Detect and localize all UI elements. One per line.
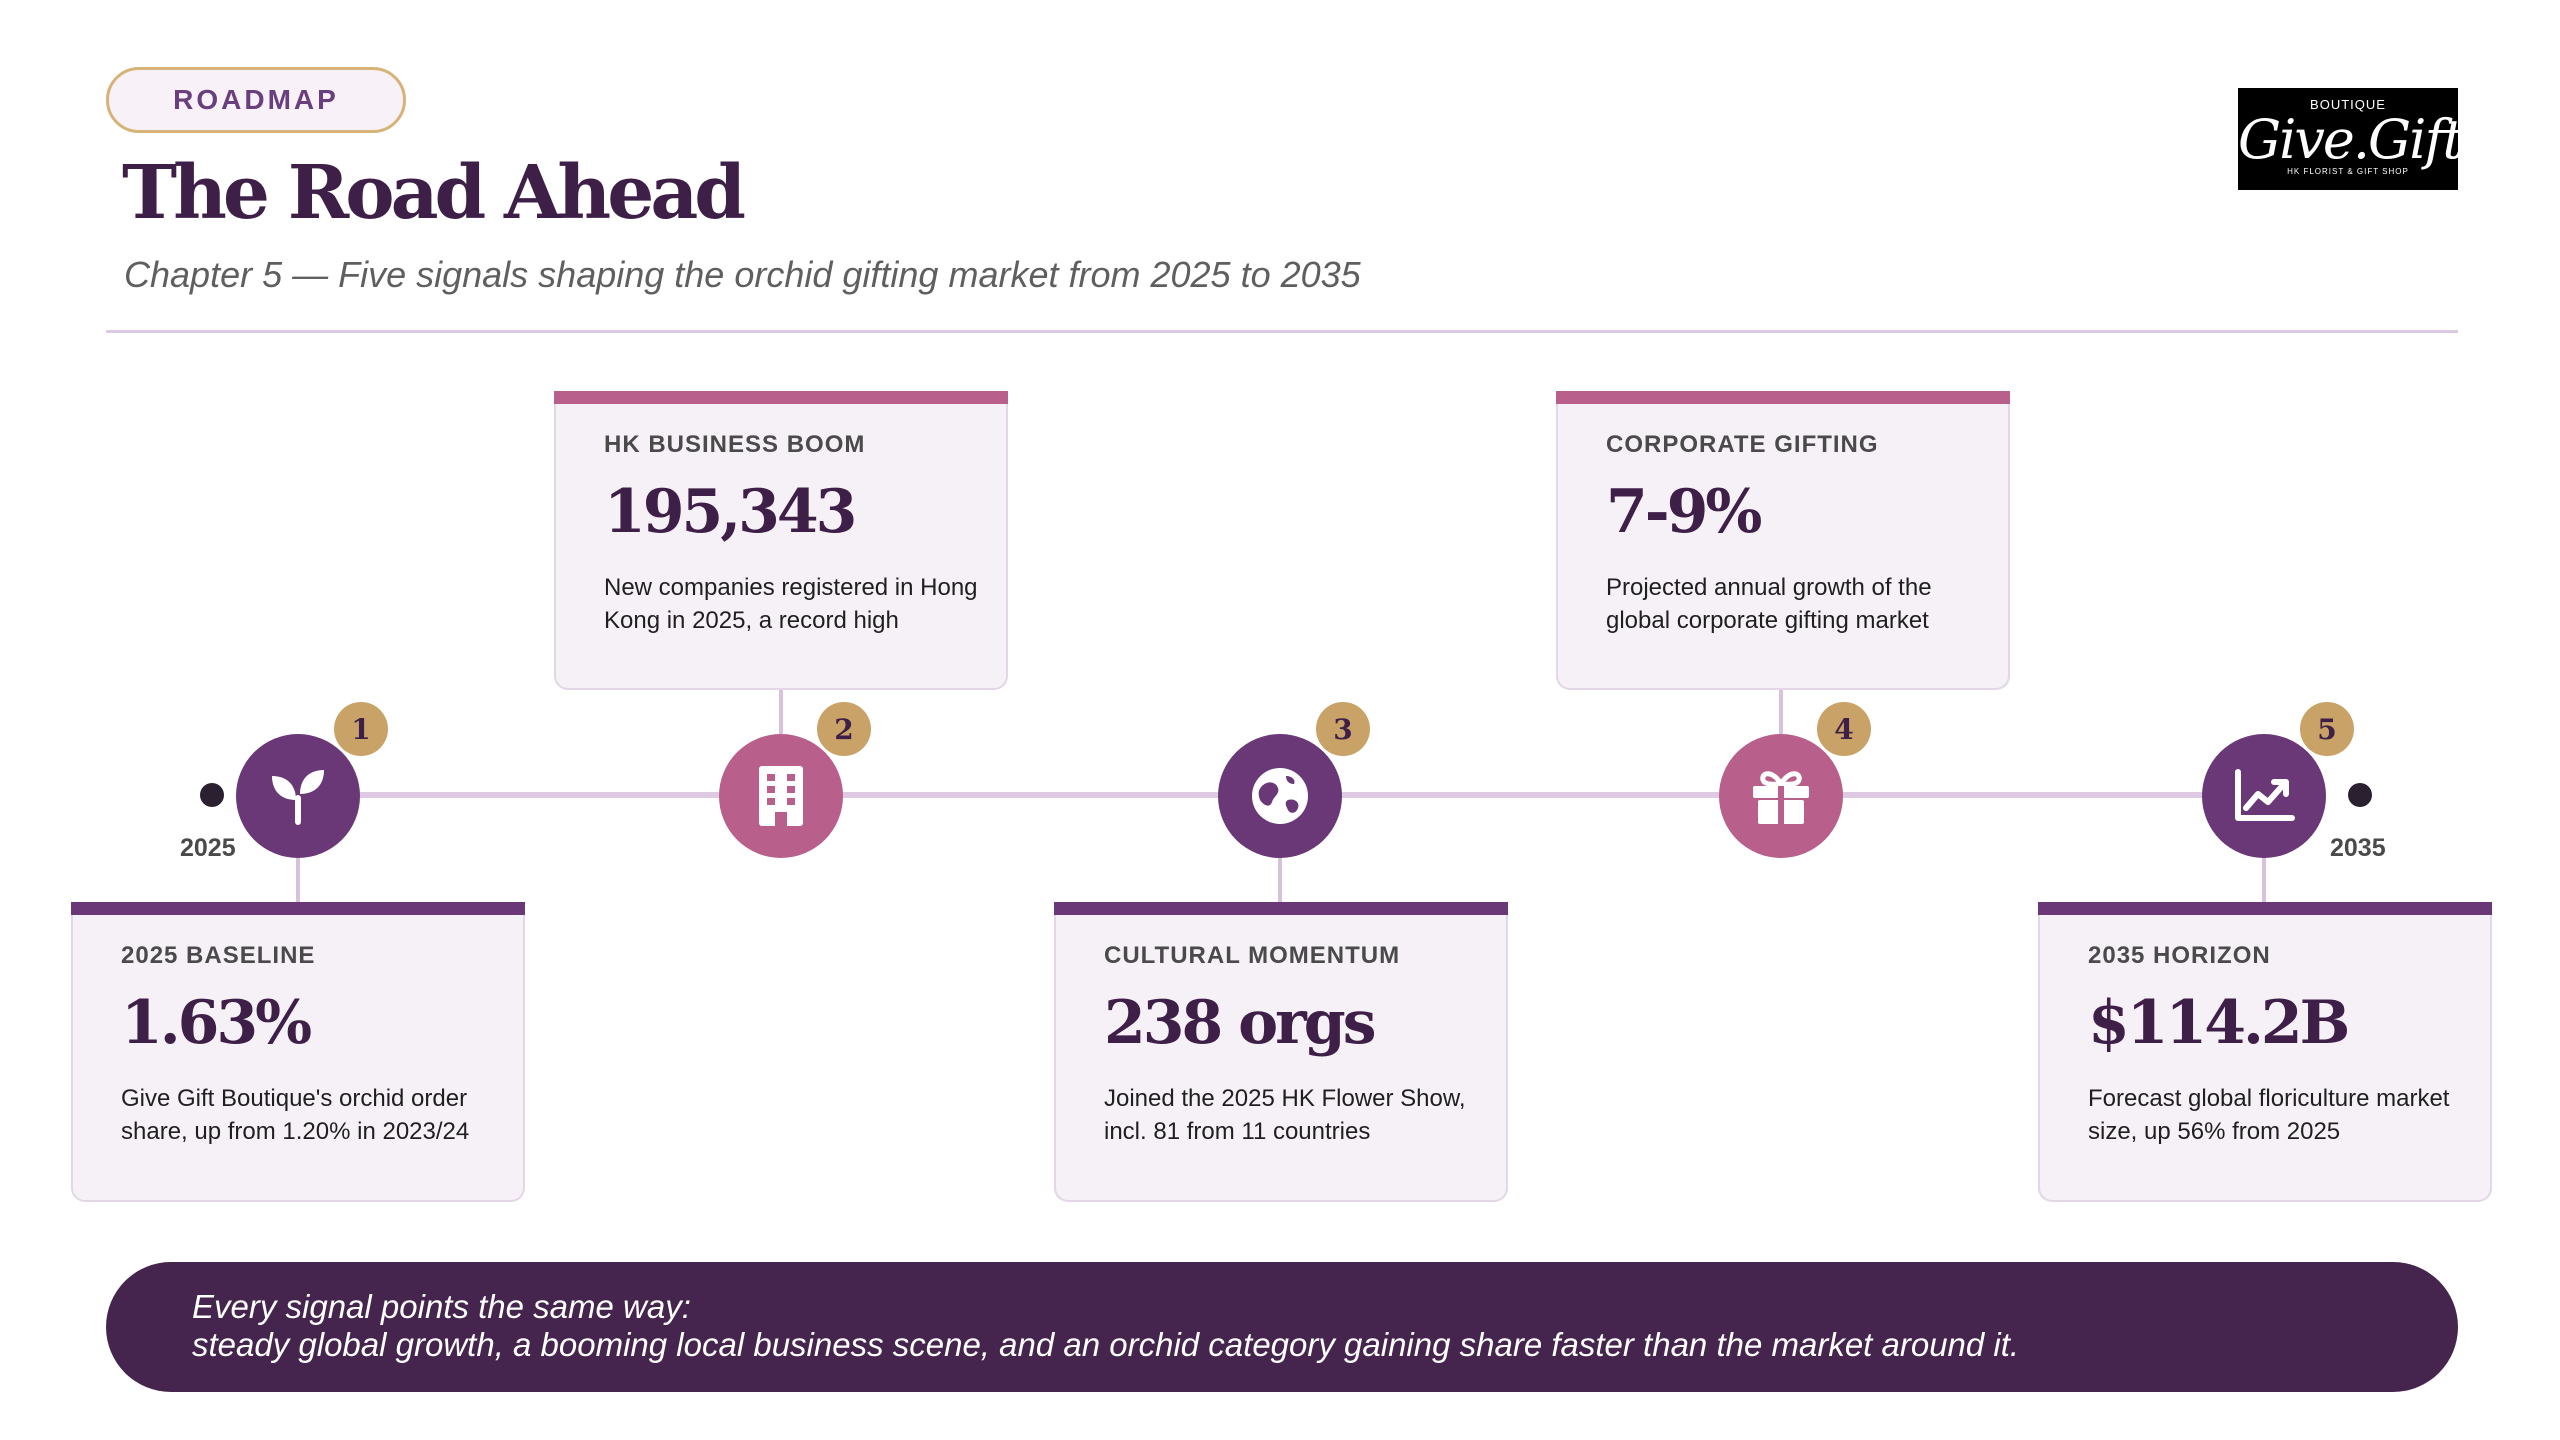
card-heading: HK BUSINESS BOOM [604,431,866,458]
milestone-node-1 [236,734,360,858]
card-description: New companies registered in Hong Kong in… [604,574,978,634]
card-heading: 2035 HORIZON [2088,942,2271,969]
milestone-badge-4: 4 [1817,702,1871,756]
milestone-card-3: CULTURAL MOMENTUM 238 orgs Joined the 20… [1054,902,1508,1202]
page-title: The Road Ahead [122,150,746,236]
connector-2 [779,690,783,734]
milestone-badge-1: 1 [334,702,388,756]
milestone-badge-5: 5 [2300,702,2354,756]
card-accent-bar [71,902,525,915]
timeline-start-year: 2025 [180,834,236,862]
milestone-card-5: 2035 HORIZON $114.2B Forecast global flo… [2038,902,2492,1202]
building-icon [759,766,803,826]
summary-banner: Every signal points the same way: steady… [106,1262,2458,1392]
card-description: Give Gift Boutique's orchid order share,… [121,1085,470,1145]
logo-tagline: HK FLORIST & GIFT SHOP [2287,167,2409,176]
card-heading: 2025 BASELINE [121,942,316,969]
milestone-card-1: 2025 BASELINE 1.63% Give Gift Boutique's… [71,902,525,1202]
milestone-card-4: CORPORATE GIFTING 7-9% Projected annual … [1556,391,2010,690]
milestone-node-4 [1719,734,1843,858]
sprout-icon [272,770,324,825]
milestone-node-5 [2202,734,2326,858]
milestone-badge-3: 3 [1316,702,1370,756]
card-value: 195,343 [604,477,857,547]
timeline-end-year: 2035 [2330,834,2386,862]
card-description: Forecast global floriculture market size… [2088,1085,2450,1145]
trend-chart-icon [2235,769,2295,821]
card-value: 1.63% [121,988,312,1058]
card-accent-bar [1054,902,1508,915]
milestone-node-2 [719,734,843,858]
timeline-start-dot [200,783,224,807]
connector-5 [2262,858,2266,902]
card-accent-bar [1556,391,2010,404]
card-heading: CORPORATE GIFTING [1606,431,1879,458]
card-value: 238 orgs [1104,988,1376,1058]
card-description: Projected annual growth of the global co… [1606,574,1932,634]
milestone-card-2: HK BUSINESS BOOM 195,343 New companies r… [554,391,1008,690]
milestone-node-3 [1218,734,1342,858]
card-accent-bar [2038,902,2492,915]
card-heading: CULTURAL MOMENTUM [1104,942,1401,969]
timeline-end-dot [2348,783,2372,807]
connector-4 [1779,690,1783,734]
milestone-badge-2: 2 [817,702,871,756]
roadmap-badge: ROADMAP [106,67,406,133]
connector-3 [1278,858,1282,902]
logo-script-text: Give.Gift. [2238,108,2479,171]
page-subtitle: Chapter 5 — Five signals shaping the orc… [124,254,1361,295]
card-value: 7-9% [1606,477,1762,547]
card-value: $114.2B [2088,988,2350,1058]
connector-1 [296,858,300,902]
card-description: Joined the 2025 HK Flower Show, incl. 81… [1104,1085,1466,1145]
card-accent-bar [554,391,1008,404]
gift-icon [1753,771,1809,824]
header-divider [106,330,2458,333]
brand-logo: BOUTIQUE Give.Gift. HK FLORIST & GIFT SH… [2238,88,2479,190]
banner-line-1: Every signal points the same way: [192,1288,691,1325]
logo-top-text: BOUTIQUE [2310,97,2386,112]
banner-line-2: steady global growth, a booming local bu… [192,1326,2020,1363]
globe-icon [1252,768,1308,824]
